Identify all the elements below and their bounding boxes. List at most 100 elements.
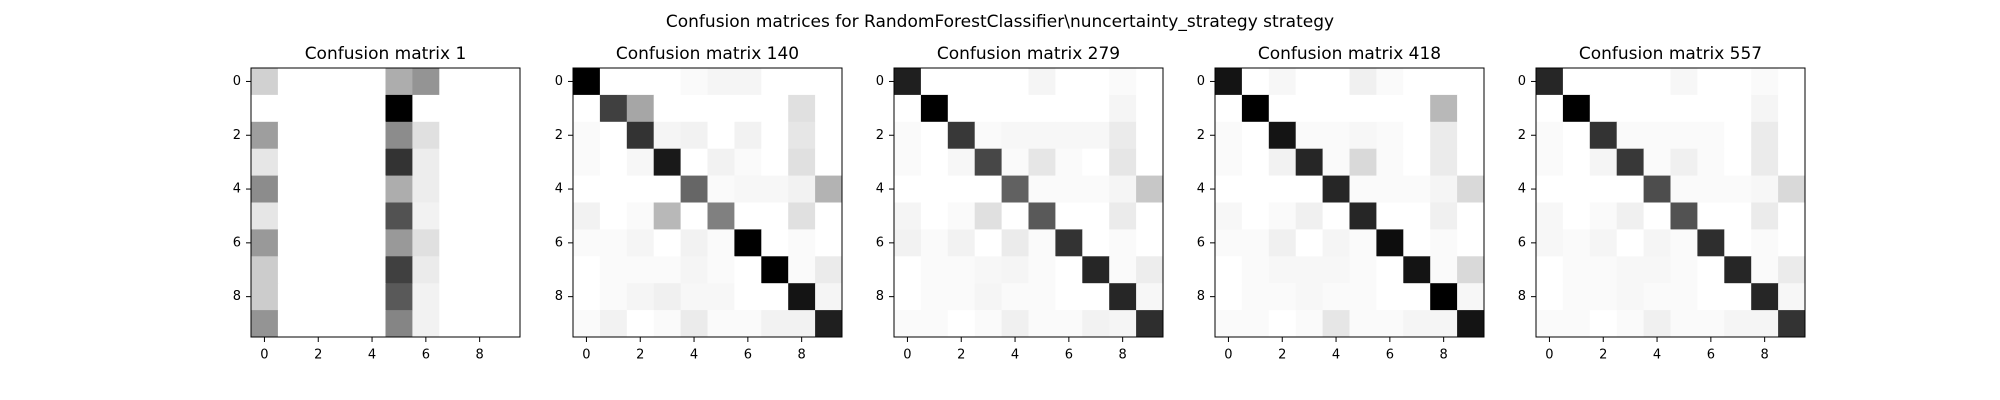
heatmap-cell: [1136, 148, 1164, 177]
x-tick-label: 0: [903, 348, 911, 363]
heatmap-cell: [1241, 283, 1270, 311]
heatmap-cell: [358, 148, 386, 177]
heatmap-cell: [920, 148, 949, 177]
heatmap-cell: [1751, 68, 1779, 96]
heatmap-cell: [788, 283, 816, 311]
heatmap-cell: [734, 121, 762, 150]
heatmap-panel-5: Confusion matrix 557 0 2 4 6 8 0 2 4 6 8: [1518, 44, 1806, 363]
heatmap-cell: [680, 175, 708, 203]
heatmap-cell: [412, 256, 440, 284]
heatmap-cell: [385, 121, 413, 150]
heatmap-cell: [1430, 175, 1458, 203]
heatmap-cell: [920, 94, 949, 123]
heatmap-cell: [385, 175, 413, 203]
heatmap-cell: [358, 229, 386, 257]
heatmap-cell: [1109, 148, 1137, 177]
heatmap-cell: [788, 256, 816, 284]
heatmap-cell: [1616, 68, 1645, 96]
heatmap-cell: [1268, 94, 1297, 123]
heatmap-cell: [1241, 202, 1270, 230]
heatmap-cell: [1001, 148, 1029, 177]
heatmap-cell: [1268, 229, 1297, 257]
heatmap-cell: [1055, 148, 1083, 177]
heatmap-title: Confusion matrix 1: [305, 44, 467, 64]
heatmap-cell: [974, 229, 1003, 257]
heatmap-cell: [1109, 68, 1137, 96]
y-tick-label: 2: [1197, 128, 1205, 143]
heatmap-cell: [734, 310, 762, 338]
heatmap-cell: [1670, 175, 1698, 203]
heatmap-cell: [1403, 283, 1431, 311]
heatmap-cell: [1751, 283, 1779, 311]
heatmap-cell: [894, 121, 922, 150]
heatmap-cell: [788, 121, 816, 150]
x-tick-label: 4: [368, 348, 376, 363]
heatmap-cell: [1109, 121, 1137, 150]
heatmap-cell: [761, 175, 789, 203]
heatmap-cell: [1697, 94, 1725, 123]
x-tick-label: 6: [744, 348, 752, 363]
heatmap-cell: [734, 283, 762, 311]
x-tick-label: 2: [1599, 348, 1607, 363]
heatmap-cell: [251, 202, 279, 230]
heatmap-cell: [439, 121, 467, 150]
heatmap-cell: [1082, 202, 1110, 230]
heatmap-cell: [304, 256, 333, 284]
heatmap-cell: [1536, 202, 1564, 230]
heatmap-cell: [761, 121, 789, 150]
heatmap-cell: [1457, 202, 1485, 230]
heatmap-cell: [1349, 202, 1377, 230]
heatmap-cell: [1403, 202, 1431, 230]
heatmap-cell: [1430, 310, 1458, 338]
heatmap-cell: [1751, 94, 1779, 123]
heatmap-cell: [788, 94, 816, 123]
heatmap-cell: [894, 68, 922, 96]
heatmap-cell: [734, 202, 762, 230]
heatmap-cell: [1001, 310, 1029, 338]
heatmap-cell: [1268, 148, 1297, 177]
heatmap-cell: [1403, 175, 1431, 203]
heatmap-cell: [304, 175, 333, 203]
heatmap-cell: [599, 68, 628, 96]
heatmap-cell: [1241, 229, 1270, 257]
heatmap-cell: [1349, 175, 1377, 203]
heatmap-cell: [788, 310, 816, 338]
heatmap-cell: [1643, 256, 1671, 284]
heatmap-cell: [1349, 229, 1377, 257]
x-tick-label: 6: [1065, 348, 1073, 363]
heatmap-cell: [1562, 229, 1591, 257]
heatmap-cell: [1268, 310, 1297, 338]
heatmap-cell: [1215, 283, 1243, 311]
heatmap-cell: [1643, 94, 1671, 123]
heatmap-cell: [1457, 283, 1485, 311]
heatmap-cell: [1616, 202, 1645, 230]
heatmap-cell: [439, 68, 467, 96]
heatmap-cell: [1751, 256, 1779, 284]
heatmap-cell: [385, 202, 413, 230]
heatmap-cell: [304, 229, 333, 257]
heatmap-cell: [1724, 175, 1752, 203]
heatmap-cell: [466, 121, 494, 150]
heatmap-cell: [1322, 148, 1350, 177]
heatmap-cell: [1295, 175, 1324, 203]
heatmap-cell: [251, 229, 279, 257]
heatmap-cell: [1562, 310, 1591, 338]
heatmap-cell: [385, 68, 413, 96]
heatmap-cell: [1215, 202, 1243, 230]
heatmap-cell: [734, 94, 762, 123]
heatmap-panel-2: Confusion matrix 140 0 2 4 6 8 0 2 4 6 8: [555, 44, 843, 363]
heatmap-cell: [331, 310, 360, 338]
heatmap-cell: [1376, 256, 1404, 284]
heatmap-cell: [1241, 94, 1270, 123]
heatmap-frame: [250, 67, 521, 338]
heatmap-cell: [947, 256, 976, 284]
heatmap-cell: [1751, 148, 1779, 177]
heatmap-cell: [707, 148, 735, 177]
heatmap-cell: [358, 94, 386, 123]
y-tick-label: 4: [1518, 182, 1526, 197]
heatmap-cell: [358, 202, 386, 230]
heatmap-cell: [788, 202, 816, 230]
heatmap-cell: [1724, 202, 1752, 230]
heatmap-cell: [653, 68, 682, 96]
heatmap-cell: [1589, 68, 1618, 96]
